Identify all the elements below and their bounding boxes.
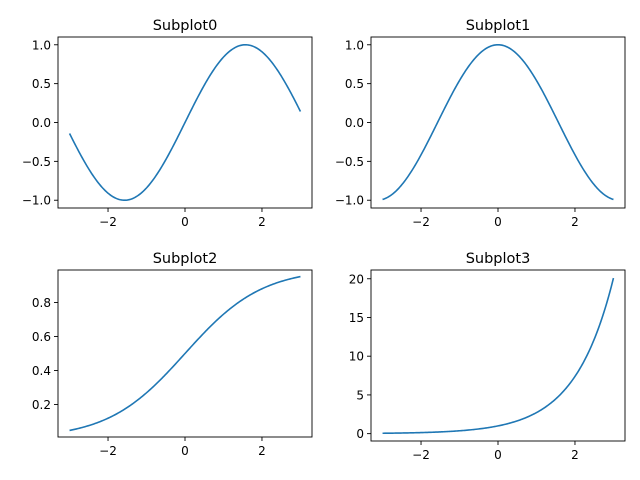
y-tick-label: 1.0 [345,38,364,52]
y-tick-label: 0.4 [32,364,51,378]
x-tick-label: 2 [258,444,266,458]
x-tick-label: −2 [412,448,430,462]
y-tick-label: 0 [356,427,364,441]
data-line [68,43,302,202]
subplot-0: Subplot0 −2 0 2 −1.0 −0.5 0.0 0.5 1.0 [22,18,313,229]
data-line [69,275,301,432]
y-tick-label: 1.0 [32,38,51,52]
x-tick-label: 2 [258,215,266,229]
axes-frame [370,36,626,209]
y-tick-label: 20 [349,272,364,286]
subplot-title: Subplot1 [466,18,531,34]
x-tick-label: 2 [571,215,579,229]
data-line [382,277,615,435]
y-tick-label: 0.2 [32,398,51,412]
y-tick-label: −0.5 [335,155,364,169]
y-tick-label: −1.0 [335,194,364,208]
y-tick-label: −1.0 [22,194,51,208]
x-tick-label: 0 [181,215,189,229]
subplot-title: Subplot2 [153,251,218,267]
y-tick-label: −0.5 [22,155,51,169]
y-tick-label: 0.6 [32,330,51,344]
subplot-1: Subplot1 −2 0 2 −1.0 −0.5 0.0 0.5 1.0 [335,18,626,229]
y-tick-label: 10 [349,350,364,364]
y-tick-label: 0.5 [32,77,51,91]
y-tick-label: 0.0 [32,116,51,130]
x-tick-label: 0 [494,215,502,229]
data-line [382,43,614,201]
x-tick-label: −2 [99,215,117,229]
y-tick-label: 0.0 [345,116,364,130]
subplot-title: Subplot0 [153,18,218,34]
y-tick-label: 5 [356,388,364,402]
x-tick-label: 0 [494,448,502,462]
x-tick-label: −2 [99,444,117,458]
subplot-2: Subplot2 −2 0 2 0.2 0.4 0.6 0.8 [32,251,313,458]
x-tick-label: −2 [412,215,430,229]
y-tick-label: 0.8 [32,296,51,310]
y-tick-label: 15 [349,311,364,325]
x-tick-label: 0 [181,444,189,458]
subplot-title: Subplot3 [466,251,531,267]
y-tick-label: 0.5 [345,77,364,91]
x-tick-label: 2 [571,448,579,462]
